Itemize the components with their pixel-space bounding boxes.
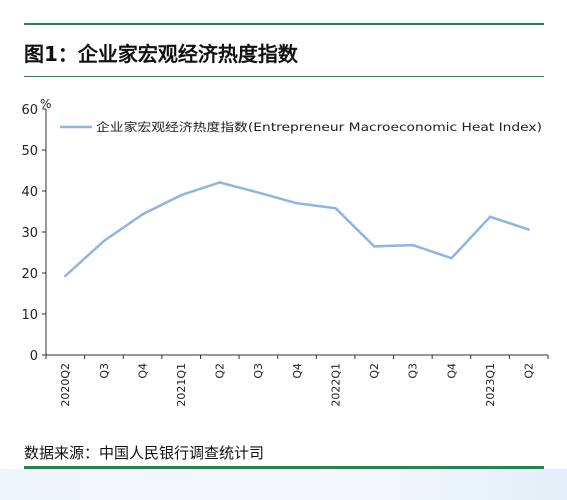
y-tick-label: 50 xyxy=(21,144,38,159)
y-unit-label: % xyxy=(40,97,51,111)
chart-axes xyxy=(42,108,549,359)
y-tick-label: 30 xyxy=(21,226,38,241)
source-note: 数据来源：中国人民银行调查统计司 xyxy=(24,444,265,462)
legend-label: 企业家宏观经济热度指数(Entrepreneur Macroeconomic H… xyxy=(96,120,542,134)
legend: 企业家宏观经济热度指数(Entrepreneur Macroeconomic H… xyxy=(60,120,542,134)
y-tick-label: 40 xyxy=(21,185,38,200)
data-point xyxy=(102,239,106,243)
series-line xyxy=(64,181,530,277)
x-tick-label: Q3 xyxy=(407,363,420,379)
x-tick-label: Q2 xyxy=(523,363,536,379)
data-point xyxy=(450,256,453,260)
x-tick-label: Q3 xyxy=(252,363,265,379)
data-point xyxy=(64,274,67,278)
x-tick-labels: 2020Q2 Q3 Q4 2021Q1 Q2 Q3 Q4 2022Q1 Q2 Q3 Q4 2023Q1… xyxy=(59,363,535,407)
y-tick-label: 10 xyxy=(21,308,38,323)
x-tick-label: Q2 xyxy=(214,363,227,379)
bottom-rule xyxy=(24,466,544,469)
data-point xyxy=(295,202,299,205)
top-rule xyxy=(24,23,544,25)
data-point xyxy=(372,245,376,248)
x-tick-label: 2021Q1 xyxy=(175,363,188,407)
data-point xyxy=(334,206,337,210)
x-tick-label: 2020Q2 xyxy=(59,363,72,407)
series-group xyxy=(64,181,530,278)
data-point xyxy=(179,193,183,197)
x-tick-label: Q2 xyxy=(368,363,381,379)
data-point xyxy=(411,243,415,247)
y-tick-label: 0 xyxy=(30,349,38,364)
data-point xyxy=(527,228,530,231)
x-tick-label: Q4 xyxy=(136,363,149,379)
x-tick-label: Q3 xyxy=(98,363,111,379)
data-point xyxy=(488,215,492,219)
x-tick-label: 2022Q1 xyxy=(329,363,342,407)
x-tick-label: Q4 xyxy=(445,363,458,379)
data-point xyxy=(257,191,260,194)
bottom-background xyxy=(0,469,567,500)
data-point xyxy=(218,181,222,184)
y-tick-label: 20 xyxy=(21,267,38,282)
x-tick-label: 2023Q1 xyxy=(484,363,497,407)
title-rule xyxy=(24,76,544,77)
y-tick-labels: 0 10 20 30 40 50 60 xyxy=(21,103,38,364)
figure-title: 图1：企业家宏观经济热度指数 xyxy=(24,42,298,66)
data-point xyxy=(141,213,144,216)
x-tick-label: Q4 xyxy=(291,363,304,379)
y-tick-label: 60 xyxy=(21,103,38,118)
